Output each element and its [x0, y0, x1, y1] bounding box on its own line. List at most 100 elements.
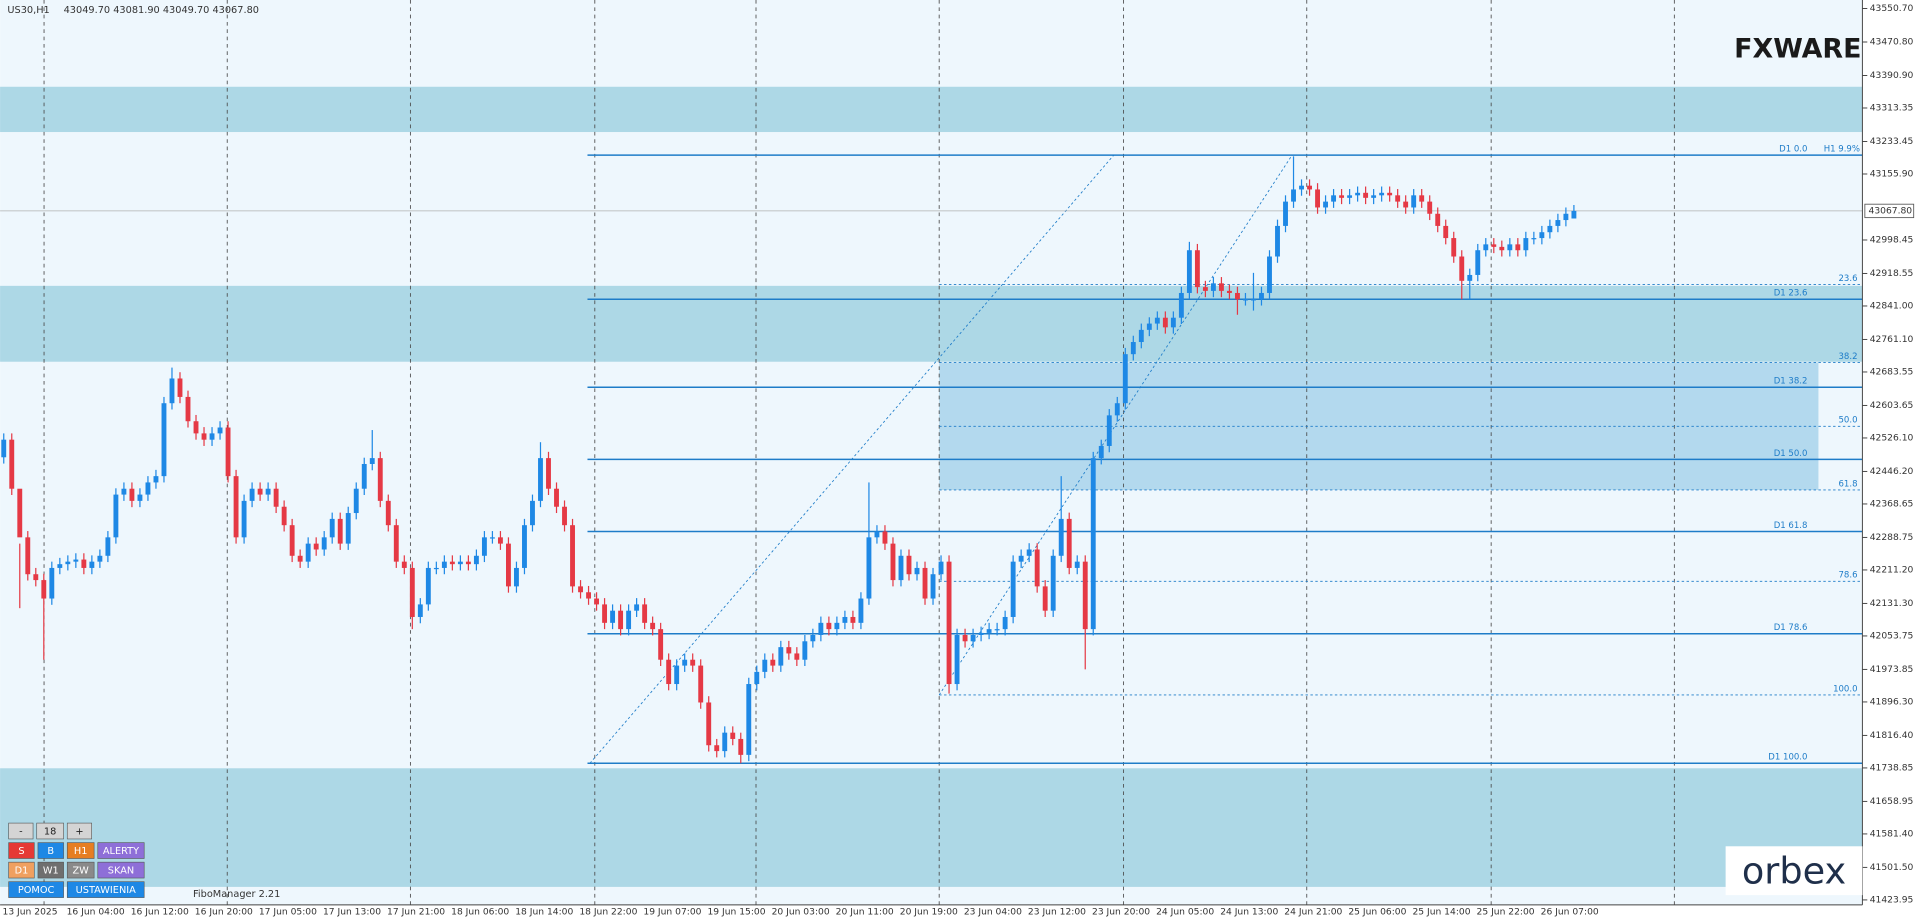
- y-tick-label: 41423.95: [1870, 895, 1914, 905]
- x-tick-label: 13 Jun 2025: [3, 908, 58, 918]
- panel-button-label[interactable]: POMOC: [18, 885, 55, 896]
- panel-button-label[interactable]: SKAN: [108, 866, 134, 877]
- candle-body: [1363, 192, 1369, 198]
- candle-body: [866, 537, 872, 599]
- y-tick-label: 42053.75: [1870, 631, 1914, 641]
- candle-body: [1443, 225, 1449, 239]
- candle-body: [794, 653, 800, 660]
- current-price-label: 43067.80: [1869, 206, 1913, 216]
- candle-body: [401, 561, 407, 568]
- candle-body: [137, 494, 143, 501]
- candle-body: [73, 559, 79, 562]
- panel-button[interactable]: [97, 842, 145, 859]
- y-tick-label: 43233.45: [1870, 137, 1914, 147]
- panel-button-label[interactable]: 18: [44, 827, 56, 838]
- candle-body: [1058, 518, 1064, 556]
- candle-body: [409, 567, 415, 617]
- panel-button[interactable]: [37, 861, 64, 879]
- candle-body: [65, 561, 71, 565]
- candle-body: [1090, 458, 1096, 630]
- panel-button[interactable]: [66, 881, 145, 898]
- candle-body: [209, 433, 215, 440]
- candle-body: [930, 574, 936, 599]
- candle-body: [778, 647, 784, 666]
- panel-button-label[interactable]: ALERTY: [103, 846, 139, 857]
- candle-body: [1563, 213, 1569, 221]
- panel-button-label[interactable]: B: [47, 846, 54, 857]
- candle-body: [1299, 185, 1304, 190]
- candle-body: [842, 616, 848, 623]
- y-tick-label: 43550.70: [1870, 4, 1914, 14]
- panel-button-label[interactable]: D1: [15, 866, 29, 877]
- y-tick-label: 42841.00: [1870, 301, 1914, 311]
- panel-button-label[interactable]: W1: [43, 866, 59, 877]
- candle-body: [882, 531, 888, 544]
- candle-body: [1194, 250, 1200, 288]
- candle-body: [770, 659, 776, 666]
- candle-body: [1034, 549, 1040, 587]
- candle-body: [33, 574, 39, 581]
- panel-button[interactable]: [8, 861, 35, 879]
- panel-button-label[interactable]: -: [19, 827, 23, 838]
- candle-body: [97, 555, 103, 562]
- panel-button[interactable]: [66, 861, 95, 879]
- candle-body: [1419, 195, 1425, 202]
- candle-body: [57, 564, 63, 568]
- candle-body: [1251, 299, 1256, 301]
- candle-body: [762, 659, 768, 672]
- candle-body: [257, 488, 263, 495]
- fib-label: D1 100.0: [1768, 753, 1807, 763]
- panel-button[interactable]: [66, 822, 92, 840]
- panel-button-label[interactable]: H1: [74, 846, 88, 857]
- y-tick-label: 43313.35: [1870, 103, 1914, 113]
- x-tick-label: 24 Jun 13:00: [1220, 908, 1278, 918]
- candle-body: [121, 488, 127, 495]
- candle-body: [530, 500, 535, 526]
- y-tick-label: 42918.55: [1870, 269, 1914, 279]
- candle-body: [297, 555, 303, 562]
- candle-body: [730, 732, 736, 739]
- panel-button[interactable]: [36, 822, 64, 840]
- panel-button-label[interactable]: ZW: [73, 866, 90, 877]
- candle-body: [570, 525, 575, 587]
- fib-note: H1 9.9%: [1824, 144, 1860, 154]
- panel-button[interactable]: [37, 842, 64, 859]
- candle-body: [1275, 225, 1280, 257]
- candle-body: [41, 580, 47, 599]
- candle-body: [305, 543, 311, 562]
- panel-button-label[interactable]: S: [18, 846, 24, 857]
- panel-button[interactable]: [8, 881, 64, 898]
- candle-body: [1395, 195, 1401, 202]
- panel-button[interactable]: [8, 842, 35, 859]
- panel-button[interactable]: [66, 842, 95, 859]
- candle-body: [233, 476, 239, 538]
- candle-body: [1523, 238, 1529, 251]
- candle-body: [1122, 354, 1128, 404]
- logo-box: [1725, 846, 1863, 896]
- candle-body: [1459, 256, 1465, 281]
- candle-body: [1283, 201, 1288, 226]
- candle-body: [1379, 192, 1385, 196]
- candle-body: [457, 561, 463, 565]
- panel-button[interactable]: [97, 861, 145, 879]
- candle-body: [1050, 555, 1056, 611]
- candle-body: [1130, 342, 1136, 355]
- candle-body: [618, 610, 624, 630]
- fib-trend-line: [938, 154, 1293, 696]
- panel-button-label[interactable]: USTAWIENIA: [76, 885, 137, 896]
- y-tick-label: 42446.20: [1870, 467, 1914, 477]
- candle-body: [690, 659, 696, 666]
- candle-body: [337, 518, 343, 544]
- candle-body: [225, 427, 231, 477]
- candle-body: [1507, 244, 1513, 251]
- candle-body: [1162, 317, 1168, 328]
- candle-body: [874, 531, 880, 538]
- candle-body: [746, 684, 752, 755]
- candle-body: [185, 396, 191, 422]
- x-tick-label: 17 Jun 05:00: [259, 908, 317, 918]
- panel-button[interactable]: [8, 822, 34, 840]
- x-tick-label: 18 Jun 06:00: [451, 908, 509, 918]
- panel-button-label[interactable]: +: [75, 827, 83, 838]
- candle-body: [674, 665, 680, 685]
